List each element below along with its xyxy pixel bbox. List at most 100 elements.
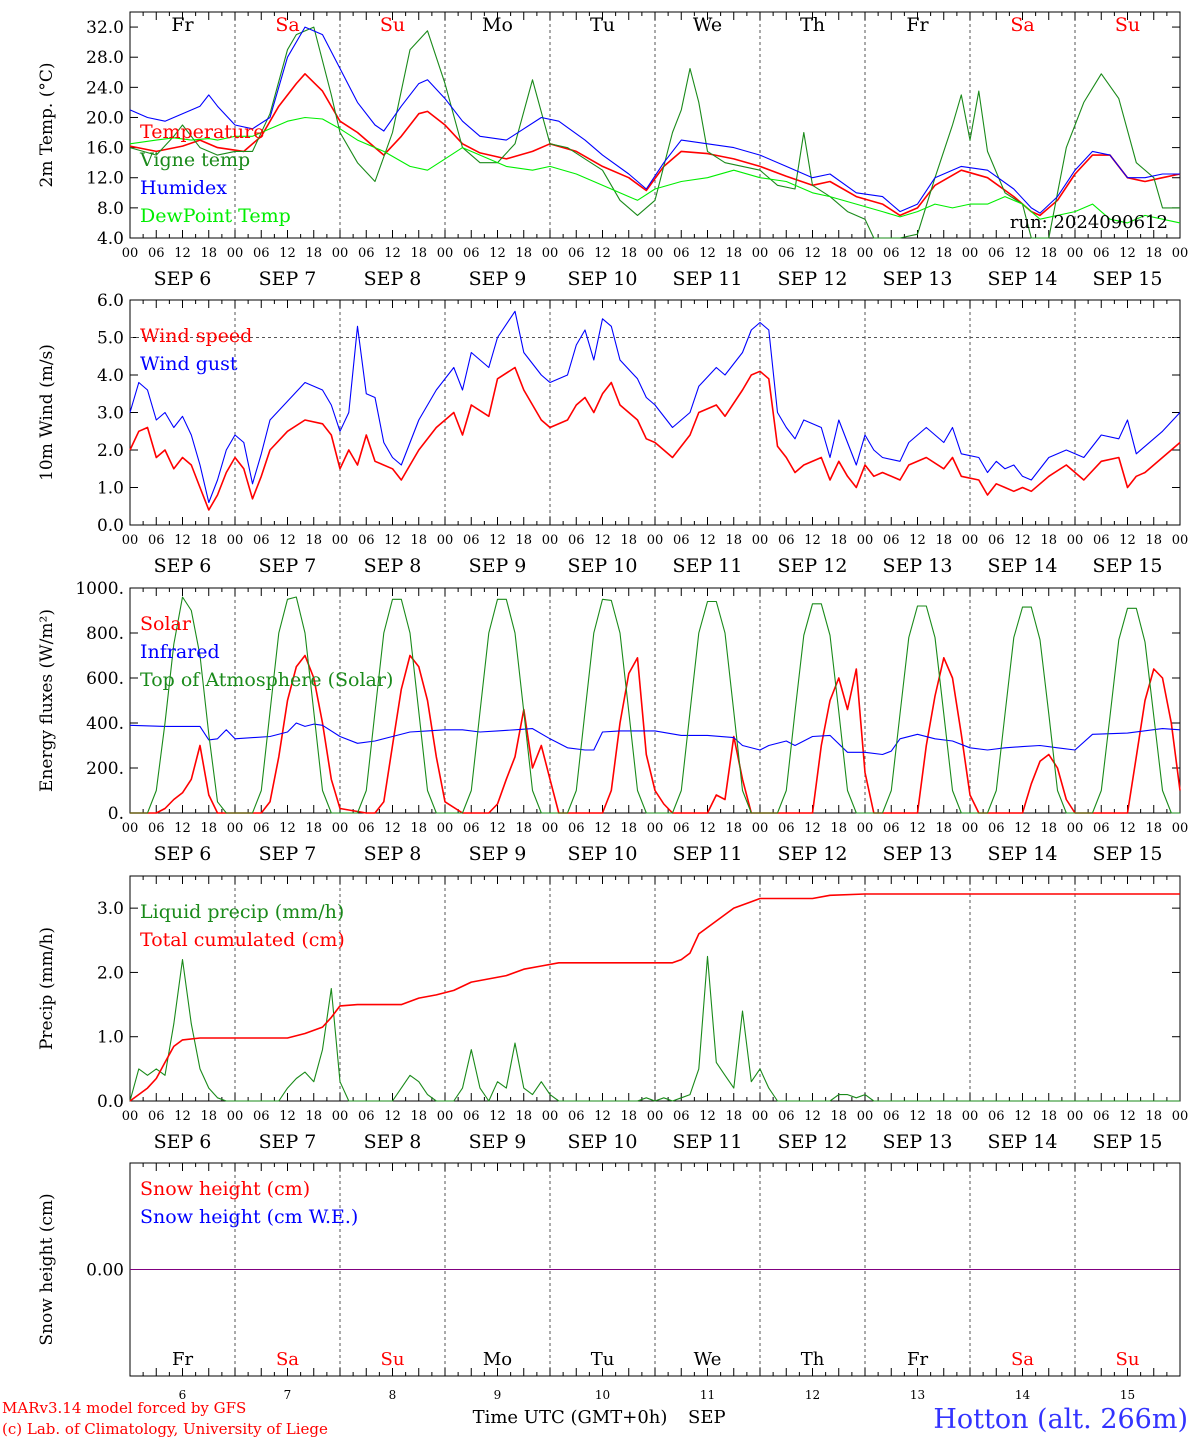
hour-tick-label: 00: [122, 246, 139, 261]
series-line-infrared: [129, 722, 1181, 756]
hour-tick-label: 12: [804, 1109, 821, 1124]
y-axis-label: 10m Wind (m/s): [37, 344, 57, 481]
run-label: run: 2024090612: [1010, 212, 1168, 233]
hour-tick-label: 06: [253, 1109, 270, 1124]
y-tick-label: 0.: [108, 804, 124, 824]
hour-tick-label: 18: [1145, 533, 1162, 548]
weekday-label-bottom: Sa: [276, 1349, 299, 1370]
y-tick-label: 5.0: [97, 329, 124, 349]
y-tick-label: 1000.: [75, 579, 124, 599]
date-label: SEP 6: [154, 268, 212, 290]
y-tick-label: 6.0: [97, 291, 124, 311]
legend-entry: Temperature: [140, 121, 264, 143]
hour-tick-label: 18: [1040, 821, 1057, 836]
y-tick-label: 24.0: [86, 78, 124, 98]
legend-entry: Top of Atmosphere (Solar): [140, 669, 393, 691]
hour-tick-label: 06: [1093, 821, 1110, 836]
hour-tick-label: 12: [384, 1109, 401, 1124]
hour-tick-label: 06: [988, 533, 1005, 548]
hour-tick-label: 00: [1067, 1109, 1084, 1124]
hour-tick-label: 12: [699, 821, 716, 836]
y-tick-label: 2.0: [97, 441, 124, 461]
hour-tick-label: 12: [1119, 533, 1136, 548]
weekday-label-bottom: We: [694, 1349, 722, 1370]
hour-tick-label: 00: [122, 1109, 139, 1124]
y-tick-label: 20.0: [86, 108, 124, 128]
hour-tick-label: 06: [673, 246, 690, 261]
hour-tick-label: 12: [909, 533, 926, 548]
hour-tick-label: 12: [384, 246, 401, 261]
hour-tick-label: 06: [988, 1109, 1005, 1124]
hour-tick-label: 00: [962, 821, 979, 836]
hour-tick-label: 12: [1119, 821, 1136, 836]
y-tick-label: 3.0: [97, 404, 124, 424]
series-line-total-cumulated-cm-: [129, 893, 1180, 1102]
hour-tick-label: 06: [883, 533, 900, 548]
hour-tick-label: 18: [515, 533, 532, 548]
y-tick-label: 4.0: [97, 229, 124, 249]
hour-tick-label: 00: [752, 1109, 769, 1124]
hour-tick-label: 12: [489, 1109, 506, 1124]
series-line-solar: [130, 654, 1181, 814]
hour-tick-label: 06: [148, 246, 165, 261]
hour-tick-label: 00: [542, 246, 559, 261]
hour-tick-label: 00: [542, 1109, 559, 1124]
hour-tick-label: 00: [1172, 533, 1189, 548]
weekday-label-top: Su: [380, 14, 405, 36]
hour-tick-label: 18: [200, 533, 217, 548]
series-line-dewpoint-temp: [129, 116, 1181, 224]
hour-tick-label: 00: [227, 533, 244, 548]
hour-tick-label: 12: [804, 821, 821, 836]
weekday-label-top: Fr: [906, 14, 929, 36]
weekday-label-bottom: Sa: [1011, 1349, 1034, 1370]
y-tick-label: 4.0: [97, 366, 124, 386]
x-axis-month: SEP: [688, 1407, 726, 1428]
date-label: SEP 14: [988, 268, 1058, 290]
hour-tick-label: 18: [200, 1109, 217, 1124]
hour-tick-label: 00: [647, 246, 664, 261]
date-label: SEP 10: [568, 843, 638, 865]
date-label: SEP 14: [988, 555, 1058, 577]
date-label: SEP 9: [469, 843, 527, 865]
hour-tick-label: 18: [305, 1109, 322, 1124]
hour-tick-label: 00: [227, 246, 244, 261]
y-tick-label: 600.: [86, 669, 124, 689]
hour-tick-label: 00: [857, 246, 874, 261]
hour-tick-label: 12: [804, 533, 821, 548]
y-tick-label: 0.0: [97, 516, 124, 536]
y-axis-label: Energy fluxes (W/m²): [37, 609, 57, 792]
hour-tick-label: 00: [857, 1109, 874, 1124]
hour-tick-label: 12: [594, 246, 611, 261]
hour-tick-label: 18: [935, 246, 952, 261]
hour-tick-label: 06: [673, 533, 690, 548]
series-line-top-of-atmosphere-solar-: [130, 596, 1180, 814]
legend-entry: Humidex: [140, 177, 227, 199]
date-label: SEP 8: [364, 843, 422, 865]
date-label: SEP 10: [568, 555, 638, 577]
hour-tick-label: 18: [1040, 1109, 1057, 1124]
y-tick-label: 400.: [86, 714, 124, 734]
day-number-label: 6: [179, 1388, 187, 1402]
hour-tick-label: 18: [515, 1109, 532, 1124]
hour-tick-label: 00: [122, 533, 139, 548]
hour-tick-label: 12: [489, 533, 506, 548]
hour-tick-label: 12: [384, 821, 401, 836]
weekday-label-bottom: Su: [381, 1349, 405, 1370]
hour-tick-label: 00: [542, 533, 559, 548]
date-label: SEP 11: [673, 1131, 743, 1153]
hour-tick-label: 00: [1067, 246, 1084, 261]
hour-tick-label: 18: [515, 821, 532, 836]
hour-tick-label: 12: [174, 1109, 191, 1124]
hour-tick-label: 18: [725, 246, 742, 261]
legend-entry: Infrared: [140, 641, 220, 663]
y-tick-label: 16.0: [86, 139, 124, 159]
weekday-label-bottom: Th: [801, 1349, 825, 1370]
hour-tick-label: 06: [358, 1109, 375, 1124]
date-label: SEP 9: [469, 268, 527, 290]
weekday-label-top: Su: [1115, 14, 1140, 36]
hour-tick-label: 06: [253, 533, 270, 548]
date-label: SEP 9: [469, 555, 527, 577]
weekday-label-top: Th: [800, 14, 825, 36]
date-label: SEP 10: [568, 1131, 638, 1153]
hour-tick-label: 18: [1040, 533, 1057, 548]
